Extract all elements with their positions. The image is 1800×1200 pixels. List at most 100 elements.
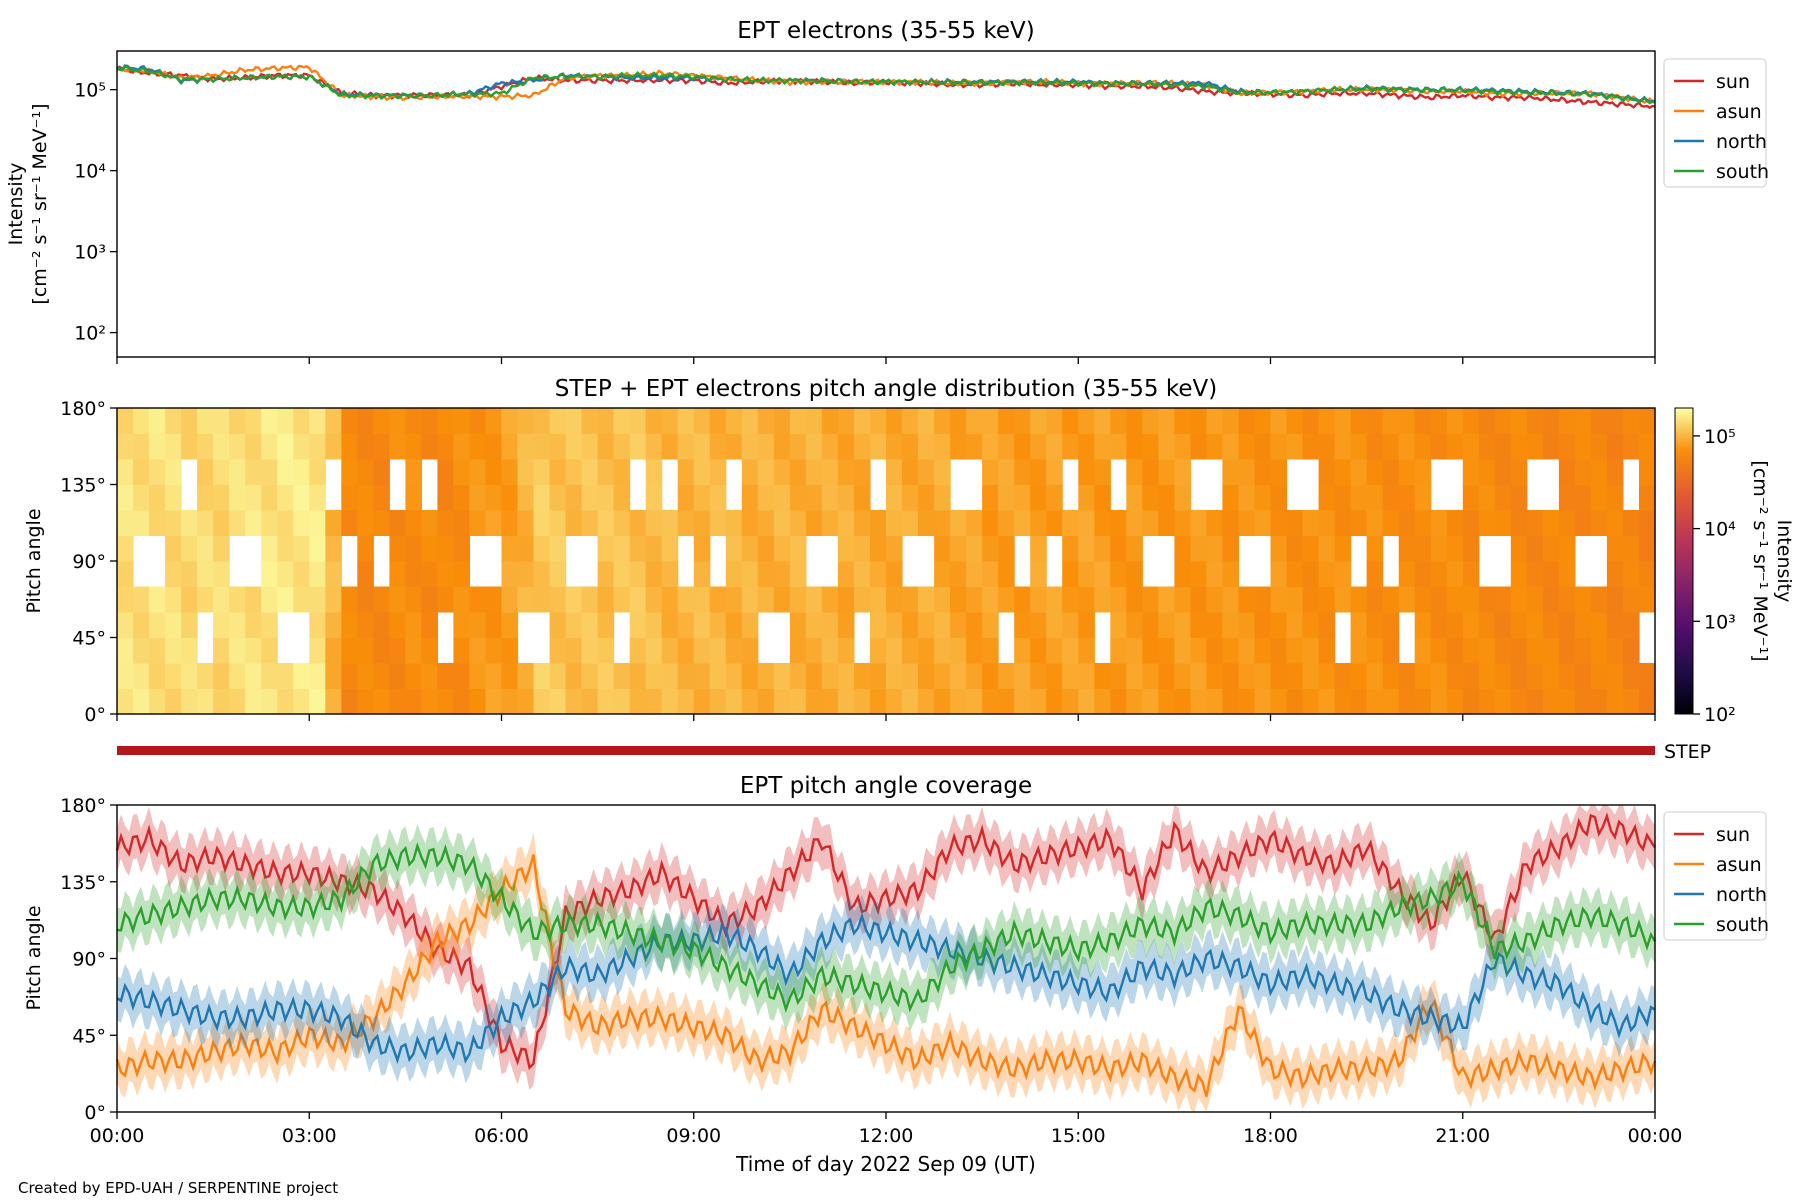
heatmap-cell [902,484,919,511]
heatmap-cell [1462,484,1480,511]
heatmap-cell [1639,484,1656,511]
heatmap-cell [1030,663,1047,689]
heatmap-cell [469,459,487,485]
panel1-ylabel-line2: [cm⁻² s⁻¹ sr⁻¹ MeV⁻¹] [29,103,51,304]
heatmap-cell [1174,510,1191,536]
heatmap-cell [1590,688,1608,715]
heatmap-cell [870,535,887,562]
heatmap-cell [1206,663,1223,689]
panel3-ylabel: Pitch angle [23,905,45,1010]
heatmap-cell [373,408,390,434]
heatmap-cell [1238,637,1256,664]
heatmap-cell [1078,612,1095,638]
heatmap-cell [1382,459,1400,485]
heatmap-cell [1510,484,1528,511]
heatmap-cell [597,535,615,562]
heatmap-cell [1286,561,1304,587]
heatmap-cell [1462,459,1480,485]
heatmap-cell [501,637,519,664]
heatmap-cell [517,484,535,511]
heatmap-cell [1254,688,1272,715]
heatmap-cell [950,688,967,715]
heatmap-cell [998,433,1015,460]
heatmap-cell [437,408,454,434]
heatmap-cell [1590,637,1608,664]
heatmap-cell [966,637,983,664]
heatmap-cell [1174,484,1191,511]
heatmap-cell [966,535,983,562]
heatmap-cell [1030,637,1047,664]
heatmap-cell [469,663,487,689]
legend-label-asun: asun [1716,101,1762,123]
heatmap-cell [581,484,599,511]
heatmap-cell [725,561,743,587]
heatmap-cell [117,459,134,485]
heatmap-cell [309,459,326,485]
heatmap-cell [325,535,342,562]
heatmap-cell [1558,535,1576,562]
heatmap-cell [998,688,1015,715]
heatmap-cell [1414,433,1432,460]
heatmap-cell [149,637,166,664]
heatmap-cell [437,586,454,613]
heatmap-cell [245,637,262,664]
heatmap-cell [1590,586,1608,613]
heatmap-cell [950,663,967,689]
heatmap-cell [245,688,262,715]
heatmap-cell [1062,535,1079,562]
heatmap-cell [1222,586,1239,613]
heatmap-cell [1270,408,1288,434]
heatmap-cell [645,484,663,511]
heatmap-cell [197,484,214,511]
heatmap-cell [1078,484,1095,511]
heatmap-cell [165,408,182,434]
coverage-series-group [115,805,1657,1112]
heatmap-cell [357,663,374,689]
heatmap-cell [998,586,1015,613]
heatmap-cell [1510,663,1528,689]
heatmap-cell [1286,535,1304,562]
heatmap-cell [565,612,583,638]
heatmap-cell [1414,408,1432,434]
heatmap-cell [1350,408,1368,434]
heatmap-cell [1478,408,1496,434]
heatmap-cell [1030,510,1047,536]
heatmap-cell [549,637,567,664]
heatmap-cell [661,408,679,434]
heatmap-cell [293,586,310,613]
heatmap-cell [1318,637,1336,664]
heatmap-cell [1206,433,1223,460]
heatmap-cell [485,612,503,638]
heatmap-cell [245,510,262,536]
heatmap-cell [1639,535,1656,562]
heatmap-cell [1302,688,1320,715]
heatmap-cell [709,510,727,536]
heatmap-cell [1174,688,1191,715]
heatmap-cell [741,484,759,511]
panel3-title: EPT pitch angle coverage [740,773,1032,799]
heatmap-cell [1030,535,1047,562]
heatmap-cell [501,535,519,562]
heatmap-cell [886,637,903,664]
heatmap-cell [1366,510,1384,536]
heatmap-cell [261,586,278,613]
heatmap-cell [1462,510,1480,536]
heatmap-cell [661,586,679,613]
heatmap-cell [934,688,951,715]
heatmap-cell [918,484,935,511]
heatmap-cell [277,688,294,715]
heatmap-cell [693,612,711,638]
x-tick-label: 21:00 [1435,1125,1490,1147]
heatmap-cell [854,561,871,587]
heatmap-cell [1094,586,1111,613]
heatmap-cell [181,408,198,434]
heatmap-cell [789,688,807,715]
heatmap-cell [1462,535,1480,562]
heatmap-cell [229,586,246,613]
heatmap-cell [934,408,951,434]
heatmap-cell [1558,637,1576,664]
heatmap-cell [1238,663,1256,689]
heatmap-cell [597,637,615,664]
heatmap-cell [581,433,599,460]
heatmap-cell [1462,637,1480,664]
